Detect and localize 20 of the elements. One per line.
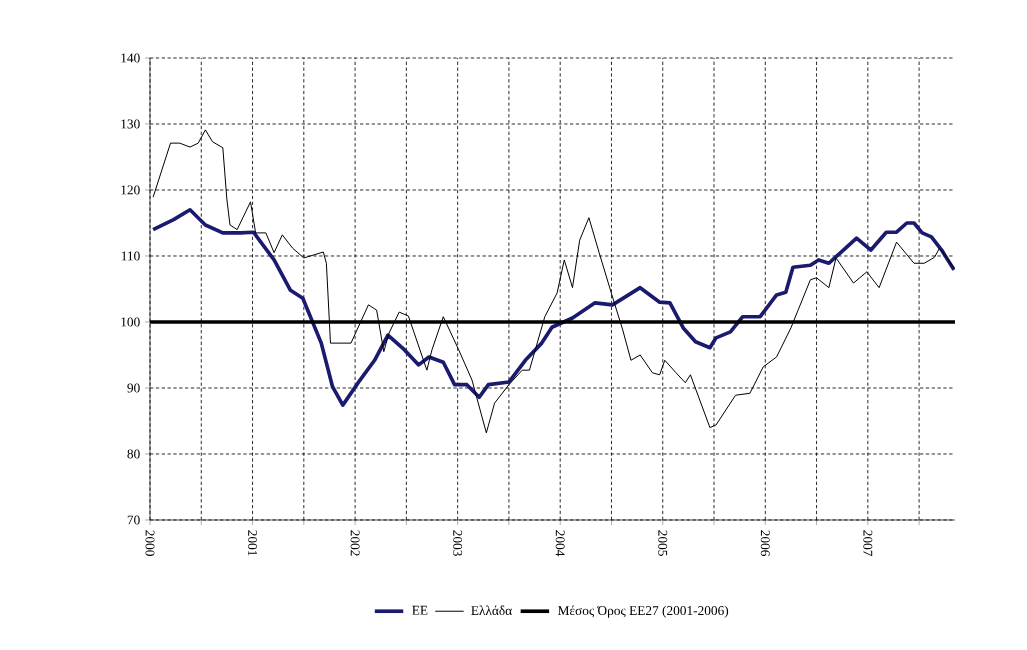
y-tick-label: 110 [121, 251, 140, 261]
y-tick-label: 100 [121, 317, 140, 327]
legend-label: ΕΕ [412, 605, 428, 615]
x-tick-label: 2007 [863, 530, 873, 557]
y-tick-label: 120 [121, 185, 140, 195]
x-tick-label: 2005 [658, 530, 668, 556]
y-tick-label: 90 [127, 383, 140, 393]
y-tick-label: 80 [127, 449, 140, 459]
y-tick-label: 70 [127, 515, 140, 525]
x-tick-label: 2003 [453, 530, 463, 556]
x-tick-label: 2000 [145, 530, 155, 556]
x-tick-label: 2002 [350, 530, 360, 556]
y-tick-label: 140 [121, 53, 140, 63]
y-tick-label: 130 [121, 119, 140, 129]
x-tick-label: 2004 [555, 530, 565, 557]
x-tick-label: 2006 [760, 530, 770, 557]
legend-label: Ελλάδα [471, 605, 512, 616]
legend-label: Μέσος Όρος ΕΕ27 (2001-2006) [558, 605, 729, 618]
x-tick-label: 2001 [248, 530, 258, 556]
line-series [151, 207, 955, 407]
